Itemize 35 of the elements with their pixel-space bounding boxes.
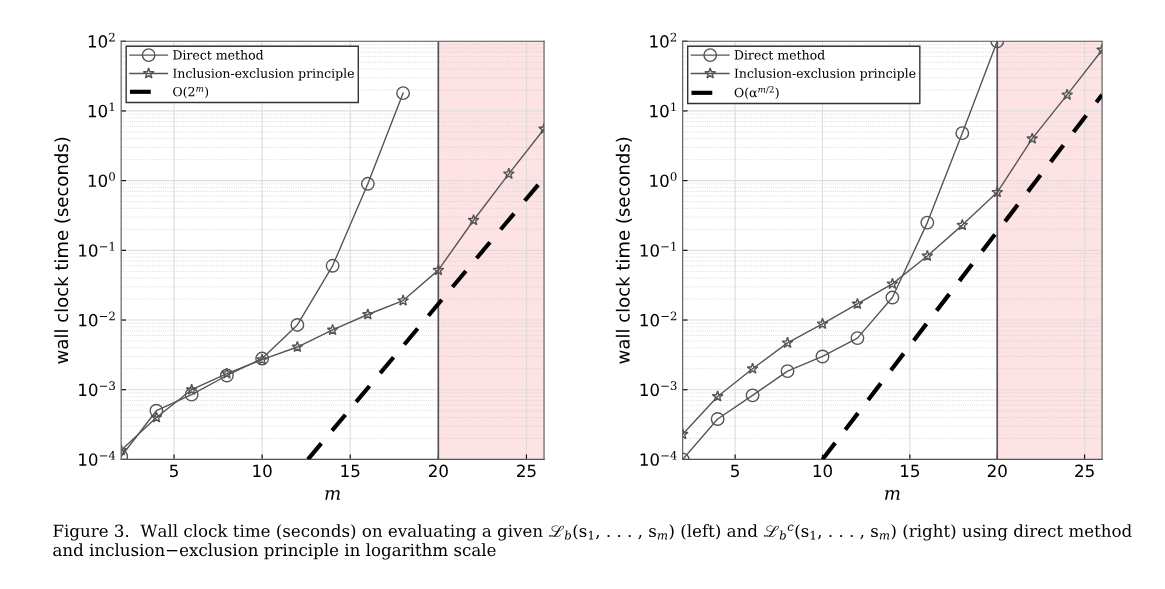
x-tick-label: 25 [517, 464, 536, 478]
x-tick-label: 25 [1075, 464, 1094, 478]
x-tick-label: 5 [731, 464, 739, 478]
y-tick-label: 10$^{−2}$ [640, 311, 677, 327]
x-tick-label: 5 [170, 464, 178, 478]
text: Figure 3. Wall clock time (seconds) on evaluating a given ℒ$_{b}$(s$_{1}$, . . . , s$_{m}$) (left) and ℒ$_{b}$$^{c}$(s$_{1}$, . . . , s$_{m}$) (right) using direct method and inclusion−exclusion principle in logarithm scale [53, 524, 1132, 560]
y-axis-title: wall clock time (seconds) [54, 137, 71, 364]
y-tick-label: 10$^{1}$ [650, 102, 676, 118]
x-tick-label: 20 [428, 464, 448, 478]
y-tick-label: 10$^{0}$ [88, 172, 115, 188]
y-tick-label: 10$^{−4}$ [640, 450, 677, 466]
legend-label: Inclusion-exclusion principle [734, 68, 916, 81]
x-tick-label: 15 [341, 464, 360, 478]
legend-label: O(α$^{m/2}$) [734, 86, 779, 100]
y-tick-label: 10$^{0}$ [650, 172, 677, 188]
x-axis-title: m [325, 490, 340, 500]
x-tick-label: 20 [987, 464, 1007, 478]
x-tick-label: 15 [901, 464, 920, 478]
legend-label: Direct method [173, 49, 264, 60]
legend-label: Inclusion-exclusion principle [173, 68, 354, 81]
y-tick-label: 10$^{−1}$ [640, 241, 676, 257]
y-tick-label: 10$^{2}$ [88, 32, 115, 48]
legend-label: Direct method [734, 49, 825, 60]
y-tick-label: 10$^{−4}$ [79, 450, 116, 466]
x-axis-title: m [885, 490, 900, 500]
y-tick-label: 10$^{1}$ [88, 102, 115, 118]
legend-label: O(2$^{m}$) [173, 86, 209, 99]
y-tick-label: 10$^{2}$ [650, 32, 677, 48]
x-tick-label: 10 [813, 464, 832, 478]
y-tick-label: 10$^{−3}$ [640, 381, 677, 397]
y-axis-title: wall clock time (seconds) [615, 137, 632, 364]
y-tick-label: 10$^{−2}$ [79, 311, 115, 327]
y-tick-label: 10$^{−3}$ [79, 381, 115, 397]
x-tick-label: 10 [253, 464, 272, 478]
y-tick-label: 10$^{−1}$ [79, 241, 115, 257]
